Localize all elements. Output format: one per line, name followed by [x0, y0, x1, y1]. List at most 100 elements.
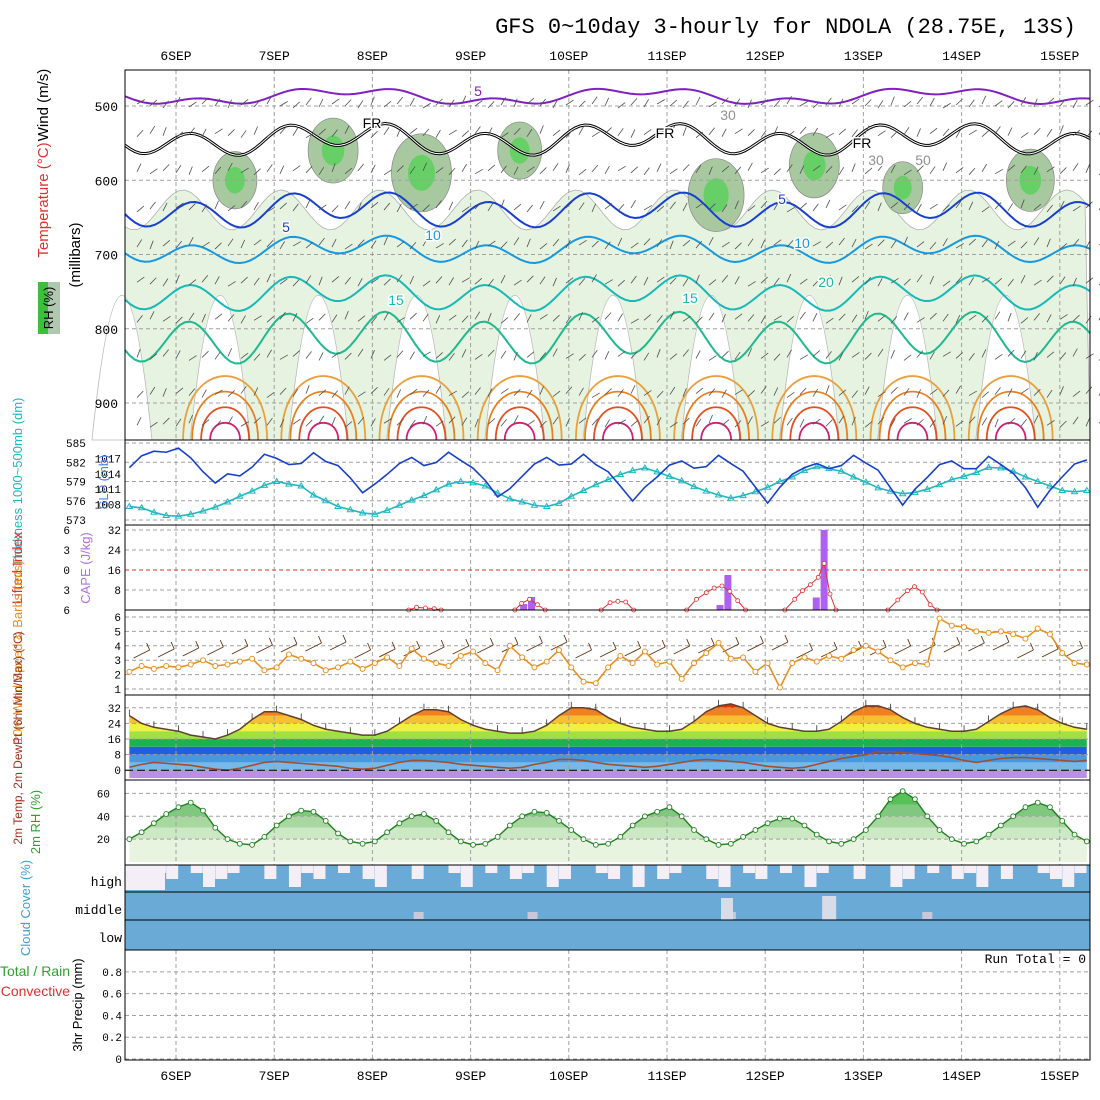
thickness-point: [751, 487, 760, 495]
rh-point: [924, 813, 931, 820]
cloud-gap-high: [890, 865, 903, 887]
surface-wind-barb: [477, 644, 494, 654]
wind-barb: [981, 277, 990, 283]
wind-barb: [669, 311, 675, 320]
wind-barb: [747, 99, 752, 109]
wind-barb: [357, 278, 363, 287]
wind-barb: [968, 167, 976, 176]
wind-speed-point: [420, 655, 427, 662]
wind-barb: [565, 201, 573, 209]
wind-barb: [461, 277, 470, 283]
wind-barb: [682, 100, 689, 109]
surface-wind-barb-flag: [637, 640, 642, 649]
temperature-tick-label: 16: [108, 735, 121, 747]
wind-speed-point: [911, 660, 918, 667]
wind-barb: [266, 273, 272, 283]
top-date-label: 8SEP: [357, 49, 388, 64]
wind-barb: [864, 243, 873, 250]
wind-barb: [188, 101, 197, 108]
cloud-gap-high: [522, 865, 535, 873]
wind-barb: [305, 132, 314, 139]
surface-heating-contour: [673, 375, 759, 441]
wind-speed-point: [285, 651, 292, 658]
thickness-point: [812, 462, 821, 470]
thickness-point: [726, 494, 735, 501]
rh-point: [470, 842, 476, 848]
wind-barb: [1020, 165, 1027, 174]
wind-barb: [474, 311, 481, 320]
wind-barb: [422, 128, 430, 136]
wind-barb: [175, 316, 183, 324]
wind-barb: [682, 388, 687, 397]
wind-speed-point: [1022, 635, 1029, 642]
rh-point: [396, 820, 403, 826]
cloud-gap-middle: [922, 912, 933, 919]
thickness-point: [223, 498, 232, 505]
wind-barb: [955, 200, 962, 209]
wind-speed-point: [555, 647, 562, 654]
thickness-point: [837, 467, 846, 474]
wind-barb: [721, 350, 729, 358]
wind-barb: [721, 389, 727, 398]
wind-barb: [149, 240, 154, 250]
surface-wind-barb: [157, 648, 175, 658]
wind-barb: [448, 129, 457, 136]
wind-barb: [643, 205, 652, 211]
wind-barb: [981, 391, 990, 398]
cloud-gap-high: [853, 865, 866, 879]
wind-speed-point: [1071, 660, 1078, 667]
wind-barb: [1059, 200, 1065, 210]
wind-barb: [903, 236, 908, 246]
wind-barb: [227, 348, 233, 357]
thickness-point: [309, 491, 318, 498]
wind-barb: [604, 165, 610, 175]
wind-barb: [968, 129, 977, 136]
wind-barb: [929, 419, 936, 428]
wind-barb: [773, 353, 781, 361]
wind-barb: [513, 127, 521, 135]
cloud-gap-high: [951, 865, 964, 879]
wind-barb: [760, 315, 766, 324]
wind-barb: [435, 167, 444, 174]
wind-barb: [604, 312, 612, 320]
surface-heating-contour: [503, 422, 536, 441]
dry-boundary-layer: [975, 295, 1037, 441]
wind-barb: [747, 416, 753, 425]
contour-label: 30: [720, 107, 736, 123]
surface-heating-contour: [182, 375, 268, 441]
wind-barb: [1033, 127, 1041, 135]
pressure-tick-label: 500: [95, 100, 118, 115]
wind-barb: [786, 130, 795, 138]
wind-barb: [396, 418, 404, 426]
wind-barb: [383, 418, 392, 424]
top-date-label: 15SEP: [1040, 49, 1079, 64]
wind-barb: [890, 316, 898, 324]
wind-barb: [617, 350, 626, 357]
wind-barb: [305, 97, 312, 106]
wind-barb: [1046, 351, 1055, 358]
surface-heating-contour: [485, 390, 554, 441]
wind-barb: [201, 204, 208, 213]
wind-barb: [838, 128, 847, 136]
wind-barb: [396, 274, 403, 283]
wind-barb: [513, 313, 520, 321]
wind-barb: [370, 240, 377, 249]
wind-barb: [1072, 99, 1078, 109]
wind-barb: [292, 203, 299, 212]
wind-barb: [643, 167, 650, 176]
wind-barb: [890, 350, 895, 359]
wind-barb: [214, 313, 223, 320]
wind-barb: [669, 277, 677, 285]
rh-point: [384, 829, 390, 836]
wind-barb: [149, 201, 156, 210]
wind-speed-point: [506, 642, 513, 649]
lifted-index-tick-label: 6: [63, 526, 70, 538]
wind-barb: [162, 100, 169, 109]
lifted-index-cape-panel: 6 3 0 3 6 8 16 24 32: [63, 524, 1091, 618]
wind-barb: [565, 164, 570, 173]
wind-barb: [500, 199, 505, 209]
rh-point: [507, 822, 513, 829]
wind-barb: [448, 277, 454, 286]
surface-heating-contour: [584, 390, 652, 441]
wind-barb: [266, 164, 273, 173]
